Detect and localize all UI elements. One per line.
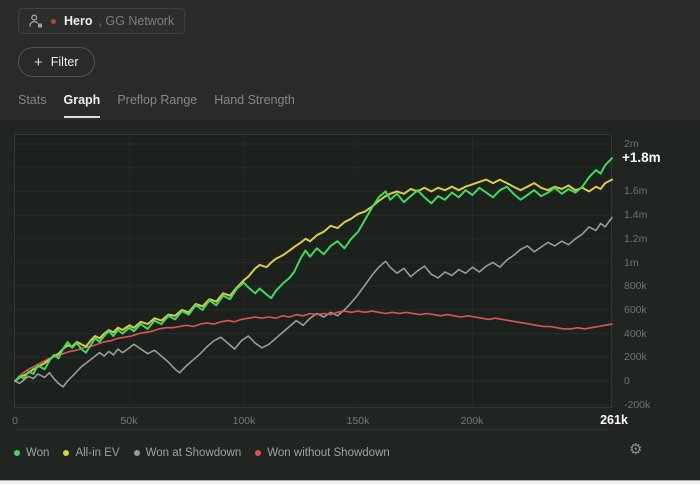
- y-tick-label: 600k: [624, 304, 647, 316]
- plot-area-border: [14, 134, 612, 408]
- legend-item-won-at-showdown[interactable]: Won at Showdown: [133, 447, 242, 459]
- y-tick-label: 0: [624, 375, 630, 387]
- y-tick-label: -200k: [624, 399, 651, 411]
- plus-icon: +: [34, 53, 43, 71]
- player-network: , GG Network: [98, 14, 175, 28]
- series-line-won-without-showdown: [14, 310, 613, 382]
- legend-dot-won: [14, 450, 20, 456]
- status-dot-red: [51, 18, 56, 24]
- tab-stats[interactable]: Stats: [18, 93, 47, 107]
- series-line-won-at-showdown: [14, 216, 613, 388]
- legend-item-all-in-ev[interactable]: All-in EV: [63, 447, 120, 459]
- gear-icon[interactable]: ⚙: [629, 441, 643, 458]
- series-line-all-in-ev: [14, 178, 613, 382]
- legend-dot-won-at-showdown: [133, 450, 140, 456]
- series-line-won: [14, 157, 613, 382]
- x-tick-label: 150k: [346, 415, 370, 427]
- y-tick-label: 200k: [624, 351, 647, 363]
- filter-button[interactable]: + Filter: [18, 47, 95, 77]
- tab-graph[interactable]: Graph: [63, 93, 101, 118]
- x-axis-end-label: 261k: [600, 413, 628, 427]
- filter-label: Filter: [50, 55, 79, 69]
- tab-hand-strength[interactable]: Hand Strength: [214, 93, 295, 107]
- y-tick-label: 400k: [624, 328, 647, 340]
- header: Hero , GG Network + Filter Stats Graph Pre…: [0, 0, 700, 120]
- tab-preflop-range[interactable]: Preflop Range: [117, 93, 198, 107]
- tab-bar: Stats Graph Preflop Range Hand Strength: [18, 93, 295, 118]
- graph-plot[interactable]: [0, 120, 700, 480]
- chart-panel: +1.8m 261k Won All-in EV Won at Showdown Wo…: [0, 120, 700, 480]
- y-tick-label: 1m: [624, 257, 639, 269]
- y-tick-label: 800k: [624, 280, 647, 292]
- player-name: Hero: [64, 14, 93, 28]
- legend-label: Won without Showdown: [267, 447, 390, 459]
- x-tick-label: 50k: [120, 415, 138, 427]
- legend-dot-won-without-showdown: [255, 450, 262, 456]
- player-icon: [29, 14, 42, 28]
- window-bottom-edge: [0, 480, 700, 485]
- legend-label: Won: [26, 447, 50, 459]
- x-tick-label: 0: [12, 415, 18, 427]
- legend-dot-all-in-ev: [63, 450, 70, 456]
- legend-label: All-in EV: [75, 447, 120, 459]
- legend-item-won-without-showdown[interactable]: Won without Showdown: [255, 447, 390, 459]
- y-tick-label: 1.6m: [624, 185, 648, 197]
- current-value-label: +1.8m: [622, 150, 661, 165]
- legend-label: Won at Showdown: [145, 447, 242, 459]
- y-tick-label: 1.2m: [624, 233, 648, 245]
- player-badge[interactable]: Hero , GG Network: [18, 8, 186, 34]
- x-tick-label: 200k: [460, 415, 484, 427]
- legend-item-won[interactable]: Won: [14, 447, 49, 459]
- y-tick-label: 2m: [624, 138, 639, 150]
- legend: Won All-in EV Won at Showdown Won without S…: [14, 447, 390, 459]
- x-tick-label: 100k: [232, 415, 256, 427]
- y-tick-label: 1.4m: [624, 209, 648, 221]
